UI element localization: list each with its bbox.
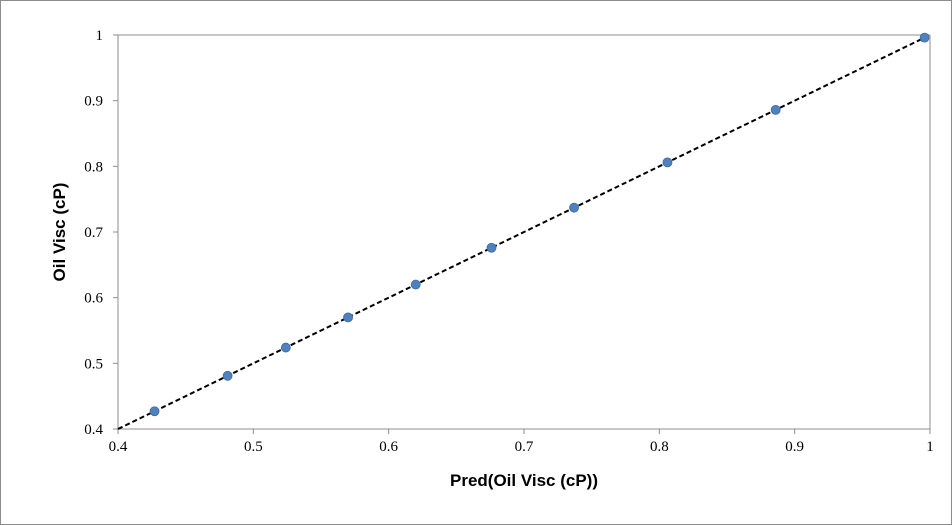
x-tick-label: 0.6: [379, 439, 398, 455]
x-tick-label: 1: [926, 439, 934, 455]
y-tick-label: 0.4: [84, 422, 103, 438]
y-tick-label: 0.6: [84, 291, 103, 307]
x-tick-label: 0.9: [785, 439, 804, 455]
data-point: [343, 312, 353, 323]
x-axis-title: Pred(Oil Visc (cP)): [450, 471, 598, 490]
y-tick-label: 0.7: [84, 225, 103, 241]
y-tick-label: 0.5: [84, 356, 103, 372]
x-tick-label: 0.5: [244, 439, 263, 455]
y-tick-label: 0.9: [84, 94, 103, 110]
identity-trend-line: [117, 34, 931, 430]
data-point: [280, 342, 291, 353]
data-point: [919, 32, 930, 43]
y-tick-label: 0.8: [84, 159, 103, 175]
data-point: [486, 242, 497, 253]
y-axis-ticks: 0.4 0.5 0.6 0.7 0.8 0.9 1: [84, 28, 118, 438]
data-point: [770, 104, 781, 115]
data-point: [410, 279, 421, 290]
data-points: [149, 32, 930, 417]
x-tick-label: 0.4: [109, 439, 128, 455]
x-tick-label: 0.7: [515, 439, 534, 455]
y-tick-label: 1: [96, 28, 104, 44]
y-axis-title: Oil Visc (cP): [50, 183, 69, 282]
data-point: [662, 157, 673, 168]
data-point: [149, 406, 160, 417]
x-tick-label: 0.8: [650, 439, 669, 455]
data-point: [569, 202, 579, 213]
x-axis-ticks: 0.4 0.5 0.6 0.7 0.8 0.9 1: [109, 429, 934, 455]
data-point: [222, 370, 233, 381]
